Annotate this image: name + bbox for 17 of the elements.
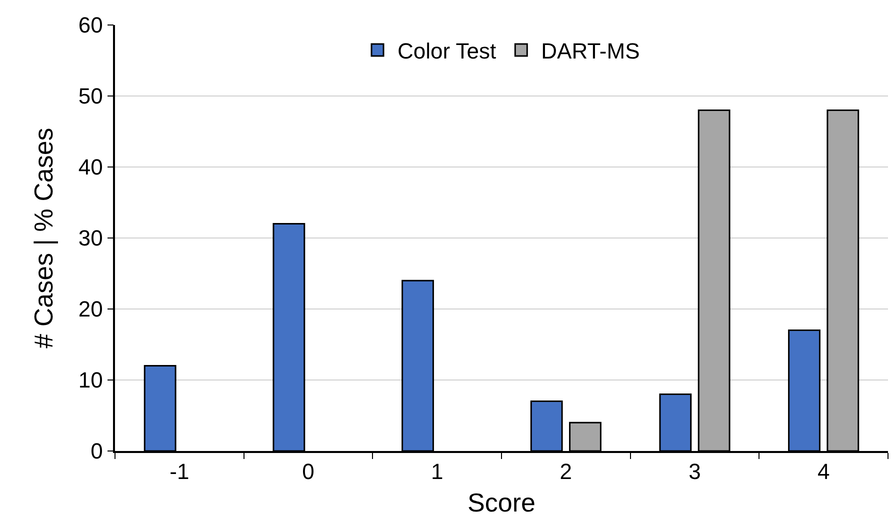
legend-label: Color Test <box>398 38 496 64</box>
y-tick-label: 40 <box>78 154 103 180</box>
x-axis-title: Score <box>468 487 536 518</box>
x-tick-label: 3 <box>688 459 701 484</box>
y-tick-label: 20 <box>78 296 103 322</box>
y-tick-label: 50 <box>78 84 103 109</box>
x-tick-label: 1 <box>430 459 444 484</box>
x-tick-label: 0 <box>302 459 314 484</box>
y-axis-title: # Cases | % Cases <box>28 128 58 348</box>
y-tick-label: 30 <box>78 226 103 251</box>
y-tick-label: 10 <box>78 368 103 393</box>
y-tick-label: 0 <box>90 438 103 464</box>
x-tick-label: 4 <box>817 459 830 484</box>
x-tick-label: 2 <box>560 459 572 484</box>
legend-label: DART-MS <box>541 38 640 64</box>
x-tick-label: -1 <box>170 459 190 484</box>
y-tick-label: 60 <box>78 12 103 38</box>
